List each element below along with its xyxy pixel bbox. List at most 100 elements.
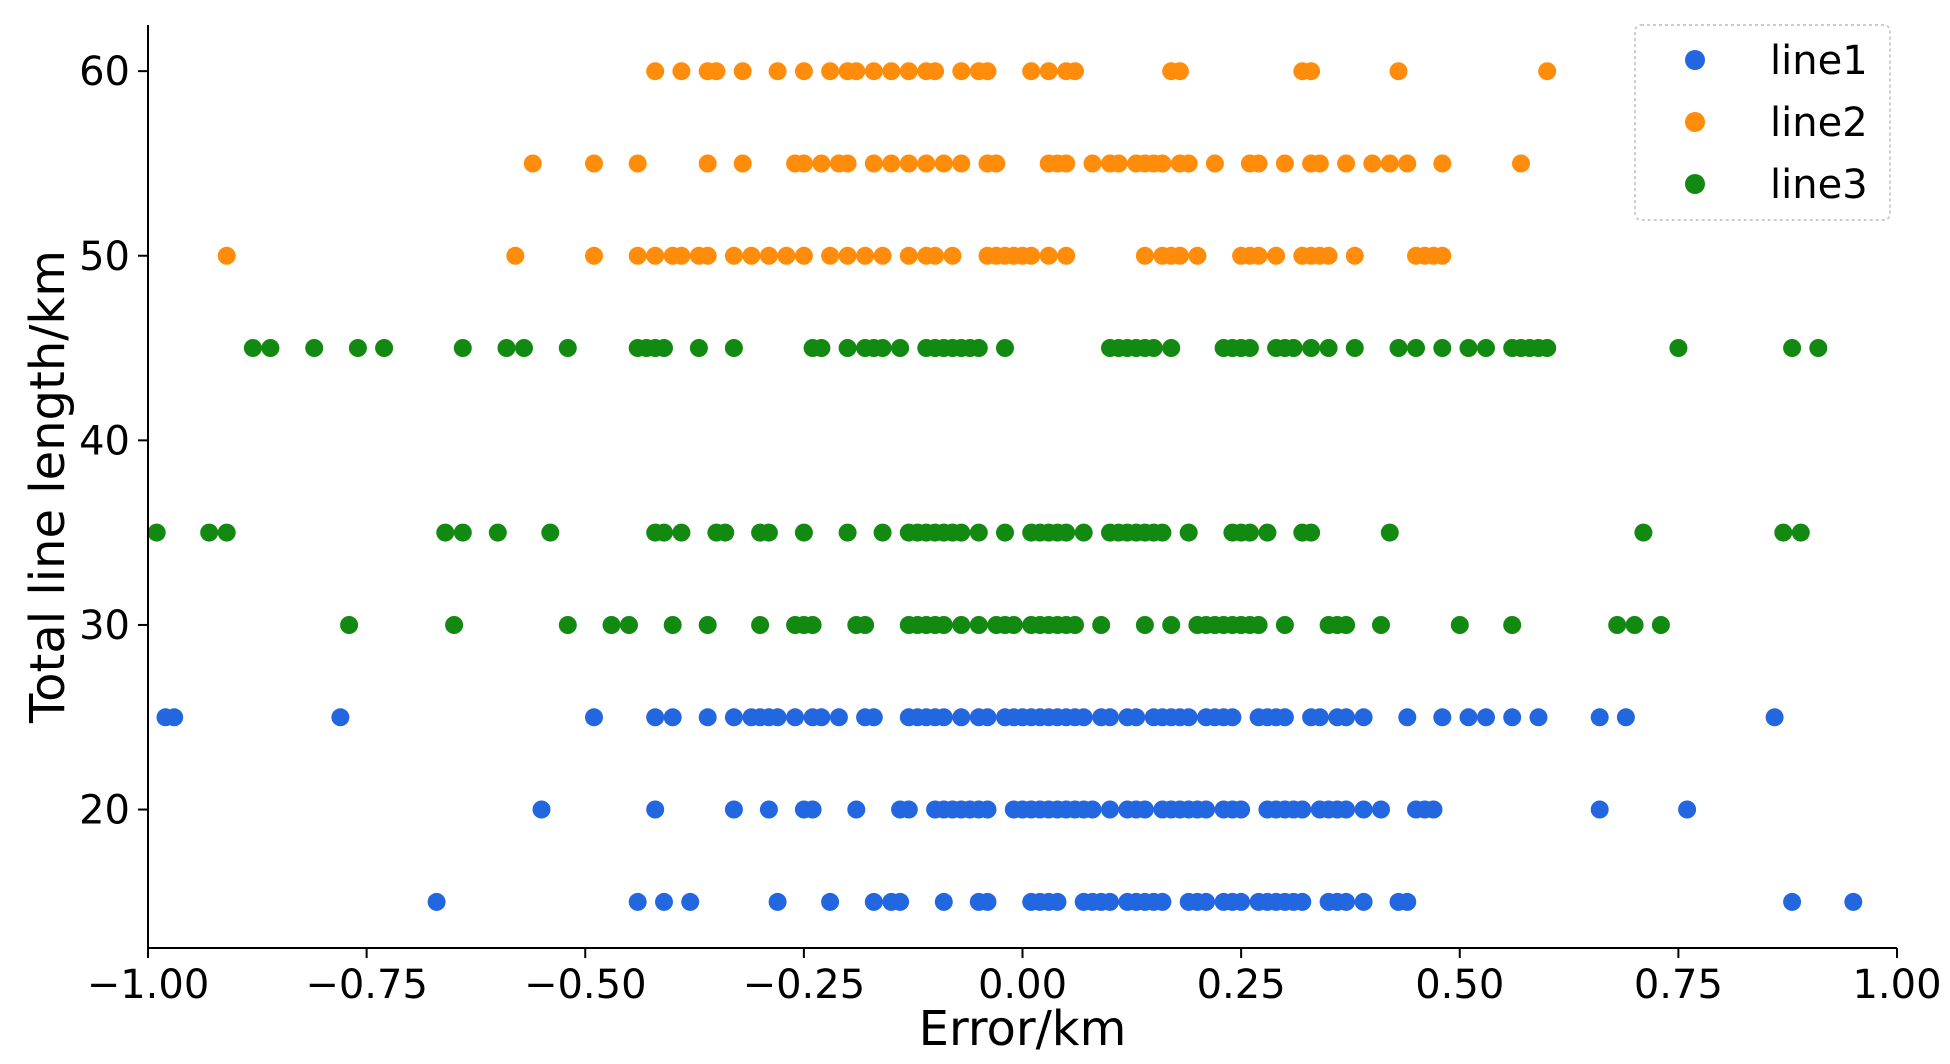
line2-point [1389,62,1408,81]
line1-point [1678,800,1697,819]
line2-point [838,246,857,265]
line3-point [1240,523,1259,542]
line2-point [882,62,901,81]
line2-point [943,246,962,265]
line3-point [1450,616,1469,634]
y-tick-label: 30 [79,603,130,649]
line3-point [812,339,831,357]
x-tick-label: 0.75 [1634,962,1723,1008]
line2-point [768,62,787,81]
line2-point [523,154,542,173]
line1-point [532,800,551,819]
line3-point [1074,523,1093,542]
line1-point [1048,892,1067,911]
line3-point [1503,616,1522,634]
line2-point [978,62,997,81]
line1-point [698,708,717,727]
line2-point [707,62,726,81]
line3-point [1258,523,1277,542]
line3-point [558,339,577,357]
line1-point [628,892,647,911]
line2-point [1267,246,1286,265]
line2-point [794,154,813,173]
line1-point [759,800,778,819]
legend-label-line1: line1 [1770,38,1868,84]
line3-point [1153,523,1172,542]
x-tick-label: −0.75 [305,962,428,1008]
line2-point [1310,154,1329,173]
line1-point [1398,892,1417,911]
line3-point [1407,339,1425,357]
line2-point [733,154,752,173]
line2-point [1512,154,1530,173]
line1-point [768,892,787,911]
line1-point [663,708,682,727]
line1-point [821,892,840,911]
line3-point [1809,339,1828,357]
legend: line1 line2 line3 [1634,24,1891,221]
legend-marker-line2 [1685,112,1705,132]
line2-point [864,62,883,81]
line3-point [1337,616,1356,634]
line2-point [1337,154,1356,173]
line2-point [1066,62,1084,81]
y-tick-label: 40 [79,418,130,464]
line2-point [1153,154,1172,173]
line1-point [934,708,953,727]
line2-point [899,246,918,265]
line1-point [952,708,971,727]
line1-point [1616,708,1635,727]
line3-point [1162,616,1181,634]
line2-point [1398,154,1417,173]
line3-point [996,339,1014,357]
line3-point [1319,339,1338,357]
line2-point [585,246,603,265]
line2-point [838,154,857,173]
line3-point [838,339,857,357]
line1-point [803,800,822,819]
line1-point [1424,800,1443,819]
line1-point [768,708,787,727]
line2-point [1057,246,1076,265]
line3-point [1179,523,1198,542]
line3-point [497,339,516,357]
line1-point [724,708,743,727]
line3-point [672,523,691,542]
line1-point [829,708,848,727]
line1-point [1135,800,1154,819]
line3-point [969,523,988,542]
line3-point [243,339,262,357]
line1-point [1844,892,1863,911]
line3-point [751,616,770,634]
line3-point [803,616,822,634]
line2-point [1109,154,1128,173]
line3-point [1477,339,1495,357]
line2-point [821,62,840,81]
line2-point [672,62,691,81]
line2-point [1363,154,1382,173]
legend-marker-line1 [1685,50,1705,70]
line2-point [742,246,761,265]
line3-point [663,616,682,634]
line3-point [655,339,673,357]
x-tick-label: 0.00 [978,962,1067,1008]
line3-point [1634,523,1653,542]
line1-point [1223,708,1242,727]
line2-point [1022,62,1041,81]
y-axis-label: Total line length/km [20,250,76,724]
line1-point [724,800,743,819]
line3-point [1284,339,1303,357]
line2-point [899,154,918,173]
line3-point [200,523,219,542]
line3-point [698,616,717,634]
line3-point [689,339,708,357]
line1-point [1310,708,1329,727]
line1-point [1337,708,1356,727]
line3-point [515,339,533,357]
line2-point [672,246,691,265]
x-tick-label: −1.00 [87,962,210,1008]
line1-point [1083,800,1102,819]
line1-point [1354,892,1373,911]
line2-point [217,246,236,265]
line1-point [1433,708,1452,727]
